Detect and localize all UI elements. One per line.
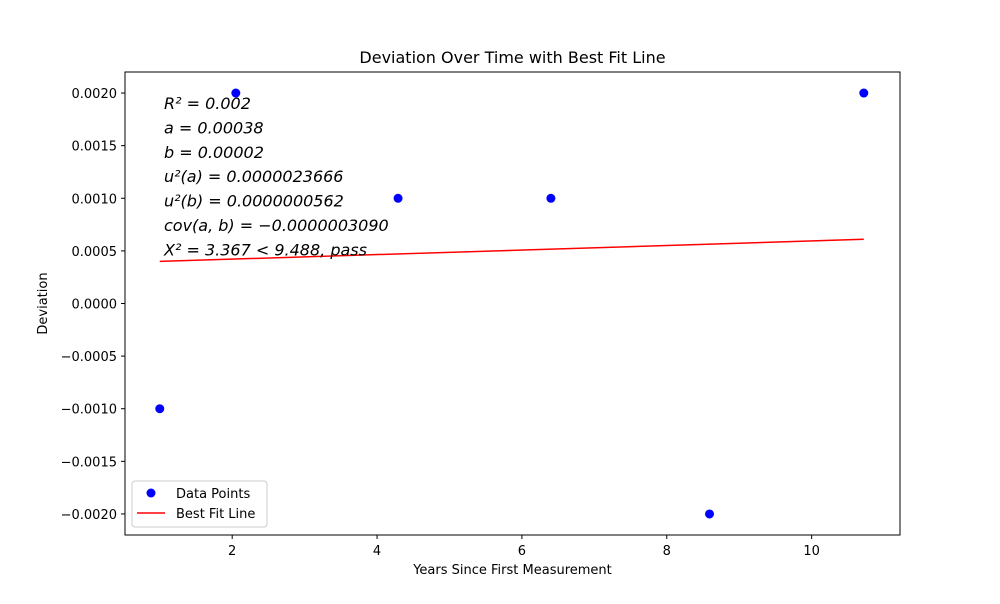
y-axis-label: Deviation — [36, 272, 51, 334]
annotation-line: R² = 0.002 — [164, 94, 251, 113]
y-tick-label: −0.0010 — [61, 403, 117, 418]
axis-ticks: 2 4 6 8 10 0.0020 0.0015 0.0010 0.0005 0.0000 −0.0… — [61, 87, 820, 559]
x-tick-label: 10 — [803, 544, 820, 559]
y-tick-label: 0.0005 — [72, 245, 118, 260]
annotation-line: cov(a, b) = −0.0000003090 — [164, 216, 389, 235]
legend-marker-swatch — [146, 488, 156, 498]
data-point — [393, 193, 403, 203]
legend-label: Best Fit Line — [176, 507, 255, 522]
annotation-line: X² = 3.367 < 9.488, pass — [163, 240, 367, 259]
data-point — [705, 509, 715, 519]
x-tick-label: 6 — [518, 544, 526, 559]
annotation-line: b = 0.00002 — [164, 143, 264, 162]
data-point — [546, 193, 556, 203]
x-tick-label: 8 — [663, 544, 671, 559]
legend-box — [131, 480, 268, 528]
annotation-line: u²(a) = 0.0000023666 — [164, 167, 343, 186]
y-tick-label: 0.0000 — [72, 298, 118, 313]
y-tick-label: −0.0020 — [61, 508, 117, 523]
best-fit-line — [159, 238, 864, 263]
annotation-line: u²(b) = 0.0000000562 — [164, 192, 344, 211]
legend-label: Data Points — [176, 487, 250, 502]
data-point — [231, 88, 241, 98]
y-tick-label: 0.0020 — [72, 87, 118, 102]
legend: Data Points Best Fit Line — [131, 480, 268, 528]
chart-title: Deviation Over Time with Best Fit Line — [359, 48, 665, 67]
x-tick-label: 2 — [228, 544, 236, 559]
y-tick-label: 0.0010 — [72, 192, 118, 207]
y-tick-label: −0.0015 — [61, 455, 117, 470]
y-tick-label: 0.0015 — [72, 140, 118, 155]
data-point — [859, 88, 869, 98]
x-tick-label: 4 — [373, 544, 381, 559]
y-tick-label: −0.0005 — [61, 350, 117, 365]
data-point — [155, 404, 165, 414]
x-axis-label: Years Since First Measurement — [412, 563, 612, 578]
annotation-line: a = 0.00038 — [164, 118, 264, 137]
fit-statistics-annotation: R² = 0.002 a = 0.00038 b = 0.00002 u²(a) = … — [163, 94, 389, 259]
chart-marks — [155, 88, 869, 519]
